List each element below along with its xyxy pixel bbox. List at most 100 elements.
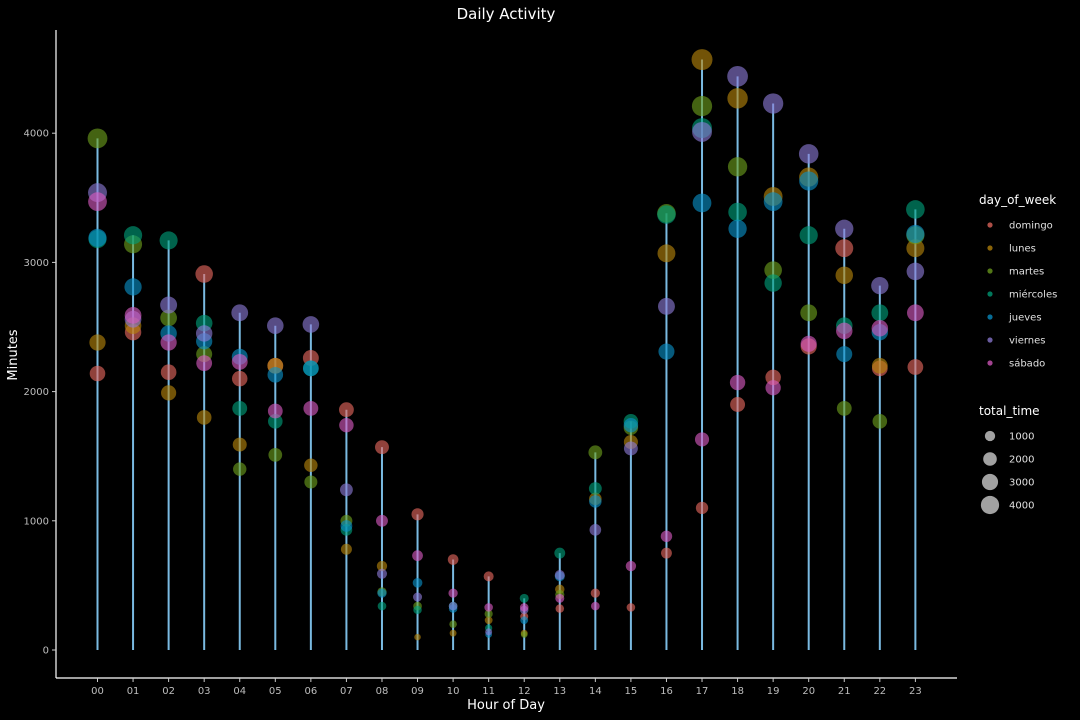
data-point	[906, 224, 925, 244]
x-tick-label: 22	[873, 686, 886, 697]
data-point	[554, 547, 566, 559]
x-tick-label: 19	[767, 686, 780, 697]
data-point	[233, 462, 247, 476]
data-point	[906, 262, 925, 281]
data-point	[800, 304, 818, 322]
data-point	[376, 514, 388, 527]
data-point	[835, 239, 854, 258]
size-legend-label: 1000	[1009, 432, 1034, 443]
y-tick-label: 3000	[24, 258, 49, 269]
data-point	[196, 410, 212, 425]
data-point	[692, 193, 712, 213]
data-point	[657, 297, 675, 315]
data-point	[764, 261, 782, 279]
data-point	[414, 633, 421, 641]
data-point	[89, 365, 106, 382]
data-point	[448, 601, 458, 611]
data-point	[231, 353, 248, 370]
legend-size-entries: 1000 2000 3000 4000	[980, 430, 1034, 515]
data-point	[872, 414, 888, 429]
data-point	[623, 441, 638, 456]
data-point	[520, 616, 529, 625]
x-tick-label: 02	[162, 686, 175, 697]
data-point	[161, 385, 177, 401]
x-tick-label: 14	[589, 686, 602, 697]
data-point	[124, 278, 142, 296]
data-point	[196, 355, 213, 372]
data-point	[268, 414, 283, 429]
legend-title-day-of-week: day_of_week	[979, 193, 1056, 207]
data-point	[267, 367, 284, 383]
legend-key	[987, 222, 993, 228]
size-legend-key	[980, 495, 1000, 515]
data-point	[195, 325, 213, 342]
x-tick-label: 13	[553, 686, 566, 697]
data-point	[304, 475, 318, 489]
data-point	[764, 274, 782, 292]
size-legend-label: 3000	[1009, 478, 1034, 489]
data-point	[555, 604, 565, 613]
data-point	[660, 530, 673, 543]
data-point	[88, 192, 107, 212]
data-point	[691, 49, 713, 71]
y-tick-label: 1000	[24, 516, 49, 527]
x-tick-label: 07	[340, 686, 353, 697]
data-point	[588, 445, 603, 460]
data-point	[160, 309, 177, 327]
data-point	[340, 520, 353, 532]
legend-label: jueves	[1008, 313, 1042, 324]
data-point	[377, 601, 387, 611]
legend-title-total-time: total_time	[979, 404, 1040, 418]
x-tick-label: 16	[660, 686, 673, 697]
data-point	[267, 403, 283, 419]
data-point	[727, 157, 748, 177]
data-point	[377, 588, 387, 598]
x-tick-label: 08	[376, 686, 389, 697]
legend-key	[987, 314, 993, 320]
data-point	[623, 417, 639, 433]
data-point	[160, 296, 178, 314]
x-tick-label: 15	[625, 686, 638, 697]
legend-label: domingo	[1009, 221, 1053, 232]
data-point	[484, 603, 493, 612]
data-point	[906, 239, 925, 258]
data-point	[268, 448, 283, 462]
x-axis-ticks: 00 01 02 03 04 05 06 07 08 09 10 11 12 13 14 15 16 17 18 19…	[91, 678, 922, 697]
x-tick-label: 03	[198, 686, 211, 697]
chart-title: Daily Activity	[457, 5, 556, 23]
x-tick-label: 11	[482, 686, 495, 697]
size-legend-key	[984, 430, 996, 442]
data-point	[413, 605, 422, 615]
y-tick-label: 4000	[24, 129, 49, 140]
data-point	[375, 440, 389, 455]
data-point	[589, 495, 602, 508]
data-point	[730, 397, 746, 412]
data-point	[835, 219, 854, 238]
x-tick-label: 09	[411, 686, 424, 697]
data-point	[304, 458, 318, 472]
data-point	[657, 205, 676, 224]
legend-key	[987, 360, 993, 366]
data-point	[195, 265, 213, 283]
data-point	[412, 577, 423, 588]
data-points	[87, 49, 925, 641]
data-point	[267, 317, 284, 334]
data-point	[691, 95, 713, 117]
legend-key	[987, 268, 993, 274]
legend: day_of_week domingo lunes martes miércoles j…	[979, 193, 1057, 515]
data-point	[303, 400, 319, 416]
data-point	[519, 593, 529, 603]
data-point	[519, 603, 529, 612]
data-point	[590, 588, 600, 598]
data-point	[376, 568, 388, 579]
y-tick-label: 0	[43, 646, 49, 657]
data-point	[657, 244, 676, 263]
data-point	[591, 601, 600, 611]
data-point	[413, 592, 423, 602]
data-point	[124, 306, 142, 324]
x-tick-label: 01	[127, 686, 140, 697]
data-point	[729, 374, 746, 391]
x-tick-label: 23	[909, 686, 922, 697]
stems	[96, 59, 917, 650]
